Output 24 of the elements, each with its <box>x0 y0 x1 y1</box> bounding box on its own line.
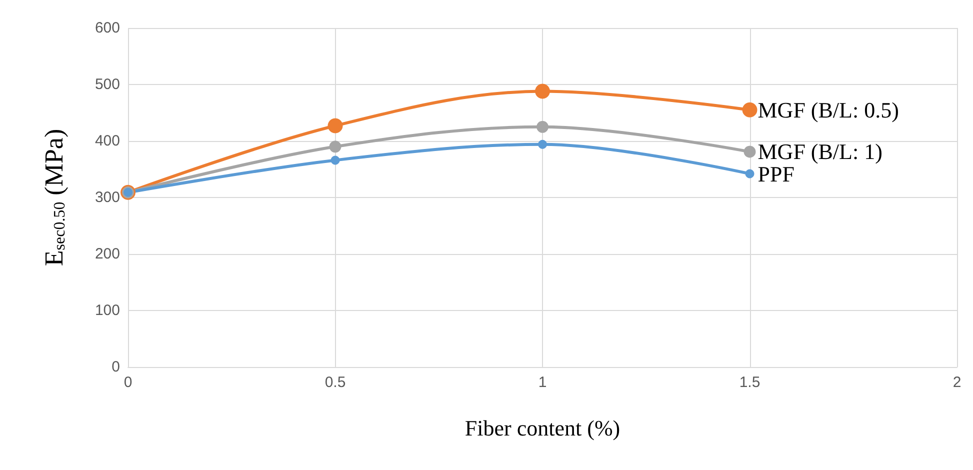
y-tick-label: 600 <box>94 20 120 36</box>
point <box>535 84 550 99</box>
y-tick-label: 200 <box>94 246 120 262</box>
y-tick-label: 0 <box>112 358 120 376</box>
y-axis-title: Esec0.50 (MPa) <box>40 128 68 266</box>
point <box>330 156 340 165</box>
y-tick-label: 300 <box>94 189 120 206</box>
point <box>329 140 342 153</box>
point <box>745 169 754 178</box>
x-axis-title: Fiber content (%) <box>464 416 620 440</box>
x-tick-label: 1 <box>538 374 547 391</box>
point <box>328 118 343 134</box>
point <box>538 140 547 149</box>
y-tick-label: 500 <box>94 76 120 93</box>
x-tick-label: 2 <box>952 374 962 391</box>
point <box>536 120 548 133</box>
x-tick-label: 0.5 <box>324 374 346 391</box>
point <box>744 146 756 158</box>
y-tick-label: 100 <box>94 302 120 319</box>
y-tick-label: 400 <box>94 132 120 150</box>
series-label: MGF (B/L: 0.5) <box>758 97 899 122</box>
x-tick-label: 1.5 <box>739 374 760 391</box>
x-tick-label: 0 <box>124 374 132 391</box>
point <box>742 102 758 118</box>
